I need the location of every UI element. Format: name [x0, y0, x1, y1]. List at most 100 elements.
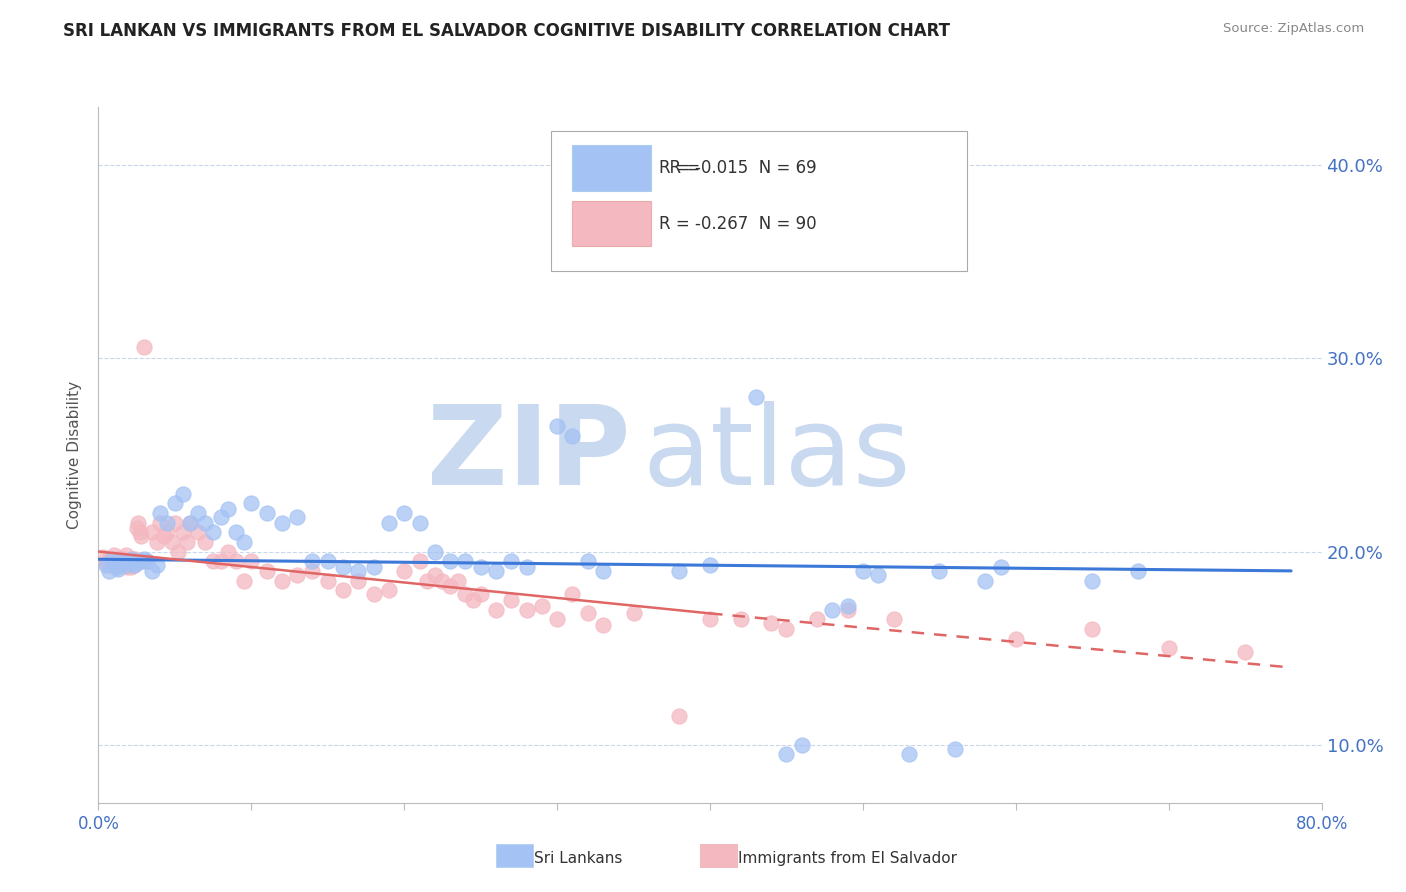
- Point: [256, 564, 278, 578]
- Point: [790, 738, 813, 752]
- Point: [454, 587, 477, 601]
- Point: [974, 574, 997, 588]
- Point: [837, 599, 859, 613]
- Point: [561, 587, 583, 601]
- FancyBboxPatch shape: [572, 145, 651, 191]
- Point: [668, 564, 690, 578]
- Point: [378, 583, 401, 598]
- Point: [730, 612, 752, 626]
- Point: [129, 554, 152, 568]
- Point: [160, 535, 183, 549]
- Point: [561, 428, 583, 442]
- Text: Source: ZipAtlas.com: Source: ZipAtlas.com: [1223, 22, 1364, 36]
- Point: [217, 502, 239, 516]
- Point: [105, 560, 128, 574]
- Point: [516, 602, 538, 616]
- Text: Sri Lankans: Sri Lankans: [534, 851, 623, 865]
- Point: [270, 516, 292, 530]
- Point: [120, 560, 142, 574]
- Point: [439, 554, 461, 568]
- Point: [107, 556, 129, 570]
- Point: [103, 556, 125, 570]
- Point: [111, 552, 134, 566]
- Point: [501, 592, 523, 607]
- Text: atlas: atlas: [643, 401, 911, 508]
- Point: [202, 525, 225, 540]
- Point: [108, 552, 131, 566]
- Point: [94, 558, 117, 573]
- Point: [775, 622, 797, 636]
- Point: [301, 564, 323, 578]
- Point: [136, 554, 159, 568]
- Point: [516, 560, 538, 574]
- Point: [209, 509, 232, 524]
- Point: [240, 554, 263, 568]
- Point: [423, 567, 446, 582]
- Point: [1157, 641, 1180, 656]
- Point: [98, 564, 121, 578]
- Point: [699, 558, 721, 573]
- Point: [347, 564, 370, 578]
- Point: [232, 574, 254, 588]
- Point: [775, 747, 797, 762]
- Point: [392, 506, 416, 520]
- Point: [1081, 622, 1104, 636]
- Point: [408, 516, 430, 530]
- Point: [745, 390, 768, 404]
- Point: [91, 550, 114, 565]
- Text: R = -0.267  N = 90: R = -0.267 N = 90: [658, 215, 817, 233]
- Point: [347, 574, 370, 588]
- FancyBboxPatch shape: [551, 131, 967, 270]
- Point: [363, 587, 385, 601]
- Point: [432, 574, 454, 588]
- Point: [153, 529, 176, 543]
- Point: [104, 560, 127, 574]
- Point: [118, 554, 141, 568]
- Point: [172, 486, 194, 500]
- Point: [225, 525, 247, 540]
- Point: [1128, 564, 1150, 578]
- Point: [118, 554, 141, 568]
- Point: [270, 574, 292, 588]
- Point: [501, 554, 523, 568]
- Text: ZIP: ZIP: [427, 401, 630, 508]
- Point: [141, 525, 163, 540]
- Point: [163, 516, 186, 530]
- Point: [145, 558, 167, 573]
- Point: [285, 509, 308, 524]
- Point: [101, 552, 124, 566]
- Point: [121, 552, 143, 566]
- Point: [217, 544, 239, 558]
- Point: [149, 506, 172, 520]
- Point: [454, 554, 477, 568]
- Point: [122, 558, 145, 573]
- Point: [408, 554, 430, 568]
- Y-axis label: Cognitive Disability: Cognitive Disability: [67, 381, 83, 529]
- Point: [232, 535, 254, 549]
- Point: [127, 516, 149, 530]
- Point: [943, 741, 966, 756]
- Text: Immigrants from El Salvador: Immigrants from El Salvador: [738, 851, 957, 865]
- Point: [125, 521, 148, 535]
- Point: [134, 552, 156, 566]
- Point: [141, 564, 163, 578]
- Point: [179, 516, 201, 530]
- Point: [301, 554, 323, 568]
- Point: [592, 618, 614, 632]
- Point: [821, 602, 844, 616]
- Point: [202, 554, 225, 568]
- Point: [121, 552, 143, 566]
- Point: [98, 552, 121, 566]
- Point: [852, 564, 875, 578]
- Point: [363, 560, 385, 574]
- Point: [699, 612, 721, 626]
- Point: [145, 535, 167, 549]
- Point: [546, 612, 568, 626]
- Point: [194, 516, 217, 530]
- Point: [100, 558, 122, 573]
- Point: [136, 554, 159, 568]
- Text: R =: R =: [658, 160, 706, 178]
- Point: [149, 516, 172, 530]
- Point: [101, 554, 124, 568]
- Point: [416, 574, 439, 588]
